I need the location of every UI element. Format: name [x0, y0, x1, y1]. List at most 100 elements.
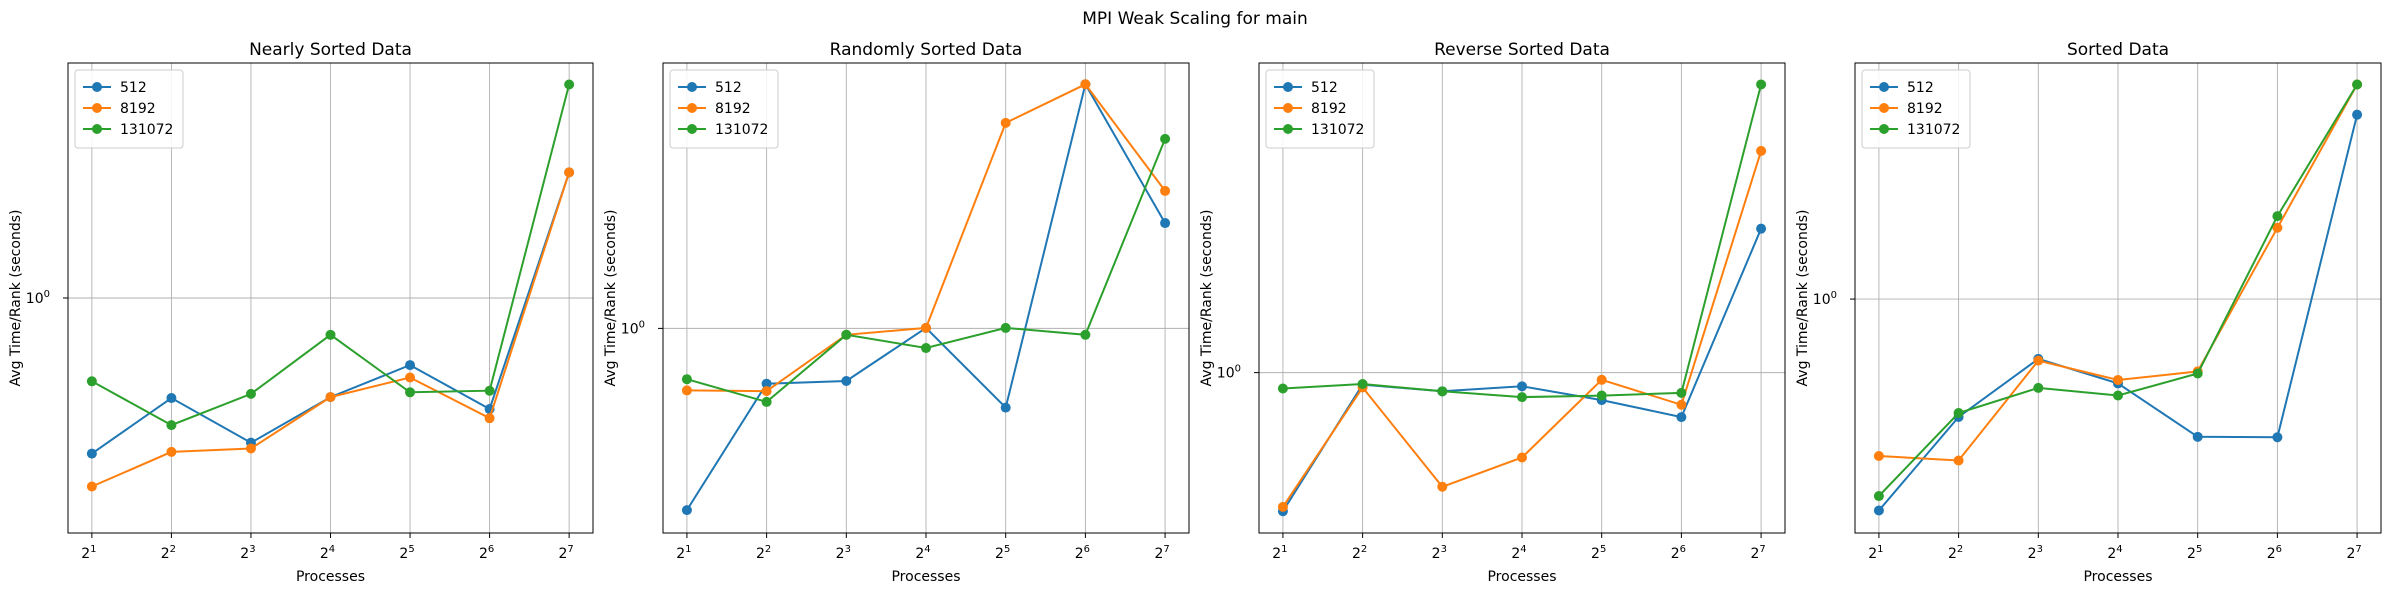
- data-point-131072: [1160, 133, 1171, 144]
- data-point-512: [761, 378, 772, 389]
- data-point-131072: [1080, 329, 1091, 340]
- data-point-8192: [1080, 79, 1091, 90]
- data-point-131072: [564, 79, 575, 90]
- legend-label-8192: 8192: [1311, 101, 1347, 117]
- x-axis-label: Processes: [891, 569, 960, 585]
- y-axis-label: Avg Time/Rank (seconds): [1795, 210, 1811, 387]
- data-point-512: [166, 393, 177, 404]
- data-point-8192: [245, 443, 256, 454]
- data-point-131072: [2352, 79, 2363, 90]
- x-tick-label: 24: [1511, 544, 1526, 562]
- x-axis-label: Processes: [1487, 569, 1556, 585]
- y-axis-label: Avg Time/Rank (seconds): [603, 210, 619, 387]
- x-axis-label: Processes: [296, 569, 365, 585]
- data-point-8192: [1000, 117, 1011, 128]
- x-tick-label: 22: [756, 544, 771, 562]
- data-point-512: [841, 375, 852, 386]
- data-point-131072: [2272, 211, 2283, 222]
- x-tick-label: 23: [2028, 544, 2043, 562]
- panel-2: 21 22 23 24 25 26 27 100 Randomly Sorted Data Pro…: [603, 40, 1190, 585]
- data-point-131072: [1953, 407, 1964, 418]
- y-tick-label: 100: [621, 319, 645, 337]
- data-point-512: [1873, 505, 1884, 516]
- x-tick-label: 23: [1432, 544, 1447, 562]
- y-tick-label: 100: [1217, 364, 1241, 382]
- data-point-131072: [841, 329, 852, 340]
- legend-marker-131072: [687, 124, 697, 134]
- x-tick-label: 21: [81, 544, 96, 562]
- legend-label-512: 512: [715, 80, 742, 96]
- data-point-8192: [1873, 450, 1884, 461]
- data-point-8192: [564, 167, 575, 178]
- data-point-8192: [2113, 374, 2123, 385]
- data-point-8192: [1437, 481, 1448, 492]
- data-point-8192: [1596, 374, 1607, 385]
- data-point-131072: [86, 376, 97, 387]
- legend-marker-512: [1879, 82, 1889, 92]
- data-point-8192: [1953, 455, 1964, 466]
- data-point-8192: [325, 392, 336, 403]
- panel-title: Sorted Data: [2067, 40, 2169, 60]
- legend-marker-512: [92, 82, 102, 92]
- x-tick-label: 21: [676, 544, 691, 562]
- data-point-131072: [325, 329, 336, 340]
- x-tick-label: 25: [399, 544, 414, 562]
- x-tick-label: 26: [1671, 544, 1686, 562]
- legend-label-131072: 131072: [120, 122, 173, 138]
- x-tick-label: 25: [995, 544, 1010, 562]
- y-axis-label: Avg Time/Rank (seconds): [8, 210, 24, 387]
- data-point-8192: [166, 446, 177, 457]
- data-point-8192: [1517, 452, 1527, 463]
- data-point-8192: [2272, 222, 2283, 233]
- x-tick-label: 26: [479, 544, 494, 562]
- data-point-8192: [405, 372, 416, 383]
- x-tick-label: 27: [2346, 544, 2361, 562]
- data-point-512: [2352, 109, 2363, 120]
- x-tick-label: 21: [1272, 544, 1287, 562]
- legend-label-8192: 8192: [715, 101, 751, 117]
- legend: 512 8192 131072: [1861, 69, 1971, 149]
- data-point-131072: [681, 374, 692, 385]
- data-point-8192: [681, 385, 692, 396]
- legend: 512 8192 131072: [1265, 69, 1375, 149]
- data-point-131072: [1277, 383, 1288, 394]
- panel-title: Randomly Sorted Data: [830, 40, 1023, 60]
- data-point-8192: [86, 481, 97, 492]
- legend: 512 8192 131072: [74, 69, 184, 149]
- legend-label-512: 512: [120, 80, 147, 96]
- panel-title: Reverse Sorted Data: [1434, 40, 1610, 60]
- x-tick-label: 25: [2187, 544, 2202, 562]
- legend-marker-512: [687, 82, 697, 92]
- legend-label-8192: 8192: [1907, 101, 1943, 117]
- data-point-131072: [1437, 386, 1448, 397]
- x-tick-label: 23: [836, 544, 851, 562]
- legend-marker-131072: [1879, 124, 1889, 134]
- legend-label-512: 512: [1311, 80, 1338, 96]
- figure-title: MPI Weak Scaling for main: [1082, 9, 1308, 29]
- legend-marker-131072: [1283, 124, 1293, 134]
- data-point-512: [1000, 402, 1011, 413]
- data-point-8192: [1676, 399, 1687, 410]
- data-point-512: [2272, 432, 2283, 443]
- legend-marker-8192: [92, 103, 102, 113]
- data-point-131072: [166, 420, 177, 431]
- panel-1: 21 22 23 24 25 26 27 100 Nearly Sorted Data Proce…: [8, 40, 594, 585]
- data-point-8192: [921, 322, 931, 333]
- data-point-131072: [405, 387, 416, 398]
- x-tick-label: 21: [1868, 544, 1883, 562]
- y-tick-label: 100: [26, 289, 50, 307]
- x-tick-label: 24: [2107, 544, 2122, 562]
- y-axis-label: Avg Time/Rank (seconds): [1199, 210, 1215, 387]
- x-tick-label: 27: [558, 544, 573, 562]
- y-tick-label: 100: [1813, 290, 1837, 308]
- data-point-131072: [1517, 392, 1527, 403]
- x-tick-label: 27: [1750, 544, 1765, 562]
- x-tick-label: 24: [320, 544, 335, 562]
- data-point-131072: [2033, 382, 2044, 393]
- data-point-512: [1160, 218, 1171, 229]
- x-tick-label: 25: [1591, 544, 1606, 562]
- legend-marker-8192: [687, 103, 697, 113]
- x-tick-label: 22: [1352, 544, 1367, 562]
- data-point-131072: [1596, 390, 1607, 401]
